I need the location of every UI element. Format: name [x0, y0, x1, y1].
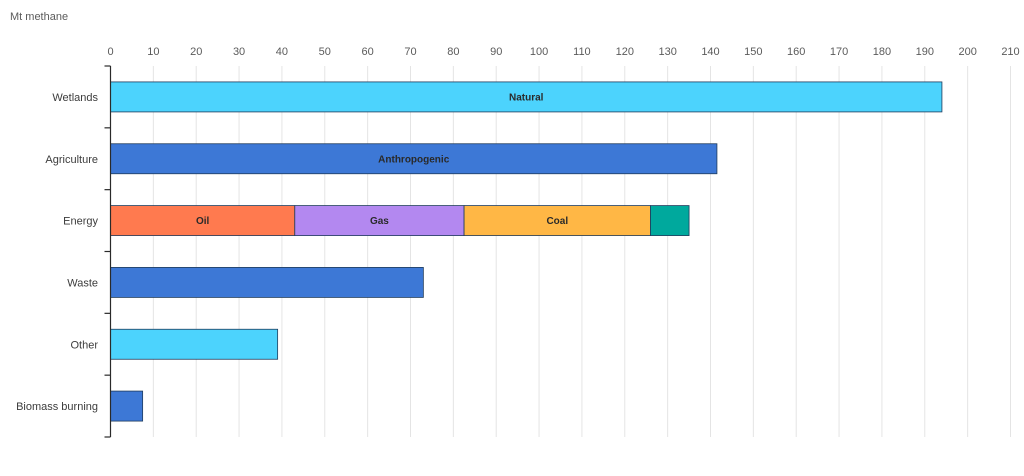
bar-other-segment-0 [110, 328, 279, 360]
segment-label-anthropogenic: Anthropogenic [378, 154, 450, 165]
bar-energy-segment-3 [650, 205, 690, 236]
category-label-biomass-burning: Biomass burning [16, 401, 98, 413]
x-tick-label-200: 200 [958, 46, 976, 58]
segment-label-gas: Gas [370, 216, 389, 227]
bar-wetlands-segment-0 [110, 81, 943, 113]
bar-waste-segment-0 [110, 267, 424, 298]
x-tick-label-190: 190 [916, 46, 934, 58]
category-label-agriculture: Agriculture [45, 154, 98, 166]
bar-energy-segment-1 [294, 205, 465, 236]
category-label-waste: Waste [67, 277, 98, 289]
x-tick-label-150: 150 [744, 46, 762, 58]
x-tick-label-80: 80 [447, 46, 459, 58]
category-label-energy: Energy [63, 216, 98, 228]
x-axis-unit-label: Mt methane [10, 11, 69, 23]
segment-label-coal: Coal [546, 216, 568, 227]
segment-label-oil: Oil [196, 216, 210, 227]
x-tick-label-160: 160 [787, 46, 805, 58]
x-tick-label-50: 50 [319, 46, 331, 58]
x-tick-label-0: 0 [107, 46, 113, 58]
x-tick-label-140: 140 [701, 46, 719, 58]
segment-label-natural: Natural [509, 92, 544, 103]
x-tick-label-110: 110 [573, 46, 591, 58]
category-label-other: Other [70, 339, 98, 351]
x-tick-label-30: 30 [233, 46, 245, 58]
x-tick-label-40: 40 [276, 46, 288, 58]
x-tick-label-70: 70 [404, 46, 416, 58]
bar-biomass-burning-segment-0 [110, 390, 144, 422]
x-tick-label-60: 60 [362, 46, 374, 58]
category-label-wetlands: Wetlands [52, 92, 98, 104]
x-tick-label-20: 20 [190, 46, 202, 58]
x-tick-label-180: 180 [873, 46, 891, 58]
x-tick-label-170: 170 [830, 46, 848, 58]
x-tick-label-210: 210 [1001, 46, 1019, 58]
bar-agriculture-segment-0 [110, 143, 718, 175]
x-tick-label-10: 10 [147, 46, 159, 58]
x-tick-label-120: 120 [616, 46, 634, 58]
x-tick-label-90: 90 [490, 46, 502, 58]
bar-energy-segment-2 [463, 205, 651, 236]
x-tick-label-130: 130 [658, 46, 676, 58]
x-tick-label-100: 100 [530, 46, 548, 58]
